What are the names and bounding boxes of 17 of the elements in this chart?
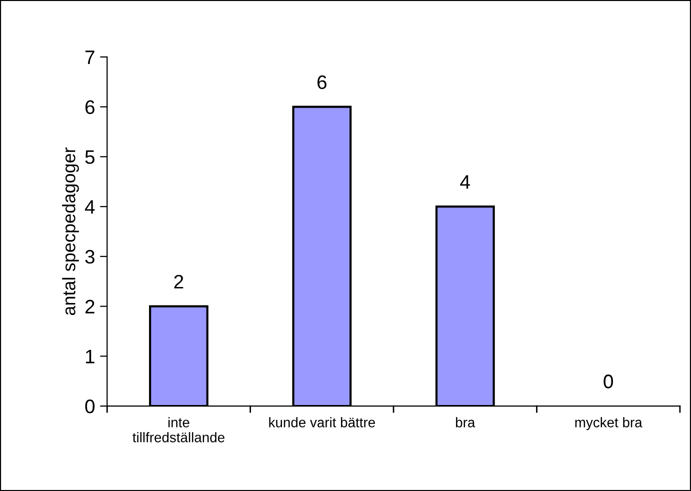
x-tick-label: kunde varit bättre: [269, 417, 375, 428]
data-label: 6: [318, 75, 326, 90]
y-tick-label: 5: [85, 150, 94, 164]
data-label: 0: [604, 374, 613, 388]
y-tick-label: 7: [85, 50, 94, 64]
y-tick-label: 4: [84, 200, 95, 214]
y-tick-label: 1: [86, 350, 94, 364]
y-axis-title: antal specpedagoger: [62, 147, 79, 316]
y-tick-label: 6: [85, 100, 94, 114]
y-tick-label: 2: [85, 300, 94, 314]
x-tick-label: bra: [456, 417, 476, 428]
x-tick-label: inte tillfredställande: [132, 417, 224, 442]
data-label: 2: [174, 274, 184, 288]
y-tick-label: 3: [85, 250, 94, 264]
data-label: 4: [460, 175, 470, 189]
x-tick-label: mycket bra: [575, 417, 642, 430]
y-tick-label: 0: [85, 400, 95, 414]
